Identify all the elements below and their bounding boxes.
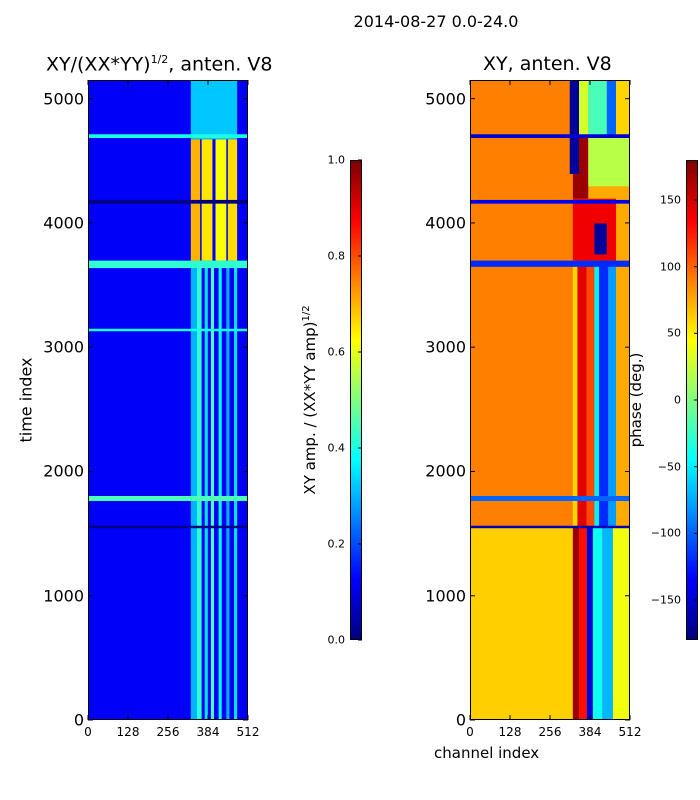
heatmap-cell — [579, 81, 589, 137]
heatmap-cell — [572, 526, 580, 719]
y-tick-label: 5000 — [43, 89, 84, 109]
heatmap-cell — [210, 260, 214, 719]
heatmap-cell — [471, 525, 629, 529]
colorbar-tick-label: 0.8 — [327, 249, 346, 263]
y-tick-label: 3000 — [425, 337, 466, 357]
colorbar-tick-label: 50 — [667, 326, 681, 340]
colorbar-tick-label: −150 — [650, 593, 681, 607]
heatmap-cell — [226, 260, 230, 719]
colorbar-tick-label: 0 — [674, 393, 681, 407]
phase-colorbar-label: phase (deg.) — [627, 352, 645, 448]
heatmap-cell — [471, 526, 573, 719]
heatmap-cell — [577, 260, 587, 527]
heatmap-cell — [616, 81, 629, 137]
x-tick-label: 512 — [236, 725, 260, 739]
colorbar-tick-label: 150 — [660, 193, 681, 207]
heatmap-cell — [89, 328, 247, 332]
heatmap-cell — [606, 81, 617, 137]
heatmap-cell — [89, 134, 247, 138]
heatmap-cell — [586, 260, 595, 527]
heatmap-cell — [602, 526, 613, 719]
heatmap-cell — [471, 81, 573, 527]
colorbar-tick-label: 0.4 — [327, 441, 346, 455]
heatmap-cell — [190, 81, 238, 140]
heatmap-cell — [592, 526, 603, 719]
heatmap-cell — [471, 199, 629, 204]
heatmap-cell — [612, 526, 629, 719]
x-axis-label: channel index — [434, 744, 540, 762]
y-tick-label: 1000 — [43, 586, 84, 606]
heatmap-cell — [579, 526, 587, 719]
colorbar-tick-label: 0.2 — [327, 537, 346, 551]
x-tick-label: 0 — [84, 725, 92, 739]
heatmap-cell — [190, 260, 198, 719]
colorbar-tick-label: −100 — [650, 526, 681, 540]
heatmap-cell — [218, 260, 222, 719]
colorbar-tick-label: 0.6 — [327, 345, 346, 359]
amplitude-colorbar-label: XY amp. / (XX*YY amp)1/2 — [301, 305, 319, 495]
heatmap-cell — [572, 260, 578, 527]
x-tick-label: 128 — [498, 725, 522, 739]
x-tick-label: 0 — [466, 725, 474, 739]
heatmap-cell — [471, 496, 629, 501]
right-plot-title: XY, anten. V8 — [483, 53, 612, 75]
heatmap-cell — [471, 134, 629, 138]
heatmap-cell — [594, 223, 607, 255]
heatmap-cell — [588, 81, 607, 137]
y-tick-label: 4000 — [43, 213, 84, 233]
heatmap-cell — [89, 260, 247, 269]
y-tick-label: 1000 — [425, 586, 466, 606]
heatmap-cell — [586, 526, 593, 719]
colorbar-tick-label: −50 — [657, 460, 681, 474]
figure-title: 2014-08-27 0.0-24.0 — [353, 12, 519, 31]
y-tick-label: 2000 — [425, 461, 466, 481]
heatmap-cell — [594, 260, 600, 527]
heatmap-cell — [569, 136, 580, 174]
x-tick-label: 256 — [538, 725, 562, 739]
colorbar-tick-label: 1.0 — [327, 153, 346, 167]
heatmap-cell — [608, 260, 617, 527]
amplitude-colorbar — [350, 160, 362, 640]
colorbar-tick-label: 0.0 — [327, 633, 346, 647]
heatmap-cell — [89, 496, 247, 501]
x-tick-label: 384 — [196, 725, 220, 739]
x-tick-label: 512 — [618, 725, 642, 739]
colorbar-tick-label: 100 — [660, 260, 681, 274]
heatmap-cell — [89, 525, 247, 529]
phase-heatmap — [470, 80, 630, 720]
heatmap-cell — [569, 81, 580, 137]
heatmap-cell — [197, 260, 202, 719]
y-tick-label: 2000 — [43, 461, 84, 481]
y-tick-label: 3000 — [43, 337, 84, 357]
heatmap-cell — [89, 199, 247, 204]
y-tick-label: 0 — [455, 710, 466, 730]
y-tick-label: 5000 — [425, 89, 466, 109]
heatmap-cell — [599, 260, 609, 527]
y-tick-label: 0 — [73, 710, 84, 730]
heatmap-cell — [471, 260, 629, 267]
x-tick-label: 384 — [578, 725, 602, 739]
heatmap-cell — [588, 136, 629, 187]
x-tick-label: 256 — [156, 725, 180, 739]
x-tick-label: 128 — [116, 725, 140, 739]
left-plot-title: XY/(XX*YY)1/2, anten. V8 — [46, 53, 273, 76]
left-y-axis-label: time index — [16, 357, 36, 443]
y-tick-label: 4000 — [425, 213, 466, 233]
heatmap-cell — [234, 260, 238, 719]
phase-colorbar — [686, 160, 698, 640]
amplitude-heatmap — [88, 80, 248, 720]
heatmap-cell — [204, 260, 208, 719]
